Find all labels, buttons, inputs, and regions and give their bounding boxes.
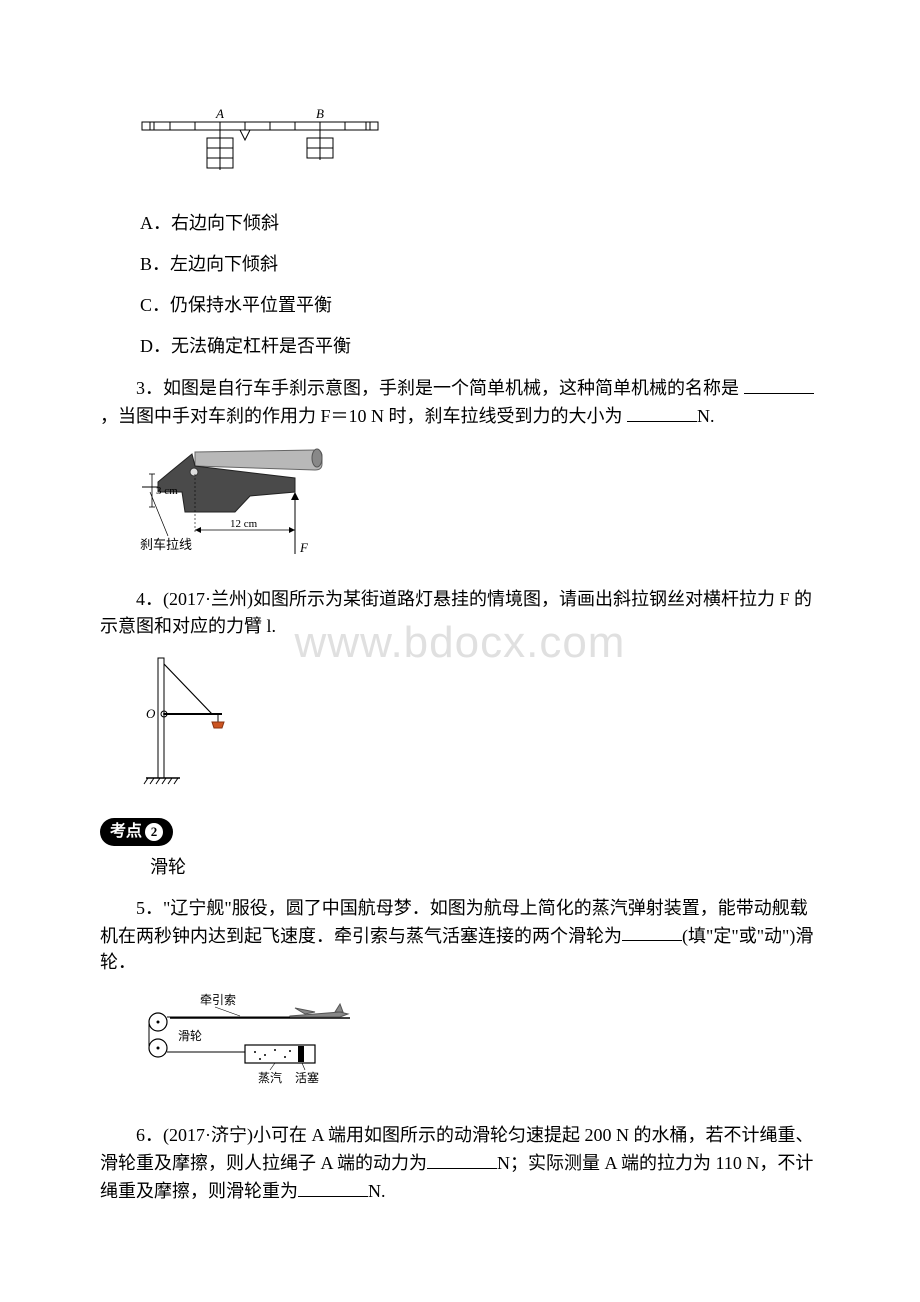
q5-blank <box>622 922 682 942</box>
plane-wing <box>295 1008 315 1014</box>
grip-end <box>312 449 322 467</box>
q6-blank2 <box>298 1177 368 1197</box>
label-B: B <box>316 108 324 121</box>
kaodian2-title: 滑轮 <box>150 854 820 881</box>
q2-option-D: D．无法确定杠杆是否平衡 <box>140 333 820 360</box>
label-pulley: 滑轮 <box>178 1029 202 1043</box>
pivot <box>190 468 198 476</box>
q2-option-B: B．左边向下倾斜 <box>140 251 820 278</box>
q5-text: 5．"辽宁舰"服役，圆了中国航母梦．如图为航母上简化的蒸汽弹射装置，能带动舰载机… <box>100 895 820 977</box>
handle-grip <box>195 450 322 470</box>
piston-box <box>245 1045 315 1063</box>
q5-figure: 牵引索 滑轮 蒸汽 活塞 <box>140 990 820 1108</box>
label-O: O <box>146 706 156 721</box>
label-3cm: 3 cm <box>156 485 178 497</box>
kaodian2-num: 2 <box>145 823 163 841</box>
q3-blank1 <box>744 374 814 394</box>
q2-option-C: C．仍保持水平位置平衡 <box>140 292 820 319</box>
plane-body <box>290 1012 348 1017</box>
pole <box>158 658 164 778</box>
lamp <box>212 722 224 728</box>
q2-figure: A B <box>140 108 820 196</box>
q2-option-A: A．右边向下倾斜 <box>140 210 820 237</box>
q6-end: N. <box>368 1181 386 1201</box>
label-steam: 蒸汽 <box>258 1070 282 1085</box>
label-12cm: 12 cm <box>230 518 258 530</box>
q3-pre: 3．如图是自行车手刹示意图，手刹是一个简单机械，这种简单机械的名称是 <box>136 378 739 398</box>
end-left <box>142 122 154 130</box>
wire <box>164 664 212 714</box>
q6-blank1 <box>427 1149 497 1169</box>
kaodian2-badge: 考点2 <box>100 818 173 846</box>
q4-text: 4．(2017·兰州)如图所示为某街道路灯悬挂的情境图，请画出斜拉钢丝对横杆拉力… <box>100 586 820 640</box>
label-piston: 活塞 <box>295 1070 319 1085</box>
label-F: F <box>299 540 309 555</box>
fulcrum <box>240 130 250 140</box>
plane-tail <box>335 1004 343 1012</box>
kaodian2-badge-text: 考点 <box>110 823 142 840</box>
q3-mid: ，当图中手对车刹的作用力 F＝10 N 时，刹车拉线受到力的大小为 <box>100 406 623 426</box>
q4-figure: O <box>140 654 820 802</box>
beam <box>150 122 370 130</box>
label-A: A <box>215 108 224 121</box>
kaodian2: 考点2 <box>100 810 820 850</box>
q3-end: N. <box>697 406 715 426</box>
label-cable: 牵引索 <box>200 993 236 1007</box>
piston-head <box>298 1046 304 1062</box>
page-content: A B <box>100 108 820 1205</box>
q3-text: 3．如图是自行车手刹示意图，手刹是一个简单机械，这种简单机械的名称是 ，当图中手… <box>100 374 820 430</box>
q6-text: 6．(2017·济宁)小可在 A 端用如图所示的动滑轮匀速提起 200 N 的水… <box>100 1122 820 1205</box>
q3-figure: 3 cm 12 cm F 刹车拉线 <box>140 444 820 572</box>
end-right <box>366 122 378 130</box>
q3-blank2 <box>627 402 697 422</box>
label-brakeline: 刹车拉线 <box>140 537 192 552</box>
